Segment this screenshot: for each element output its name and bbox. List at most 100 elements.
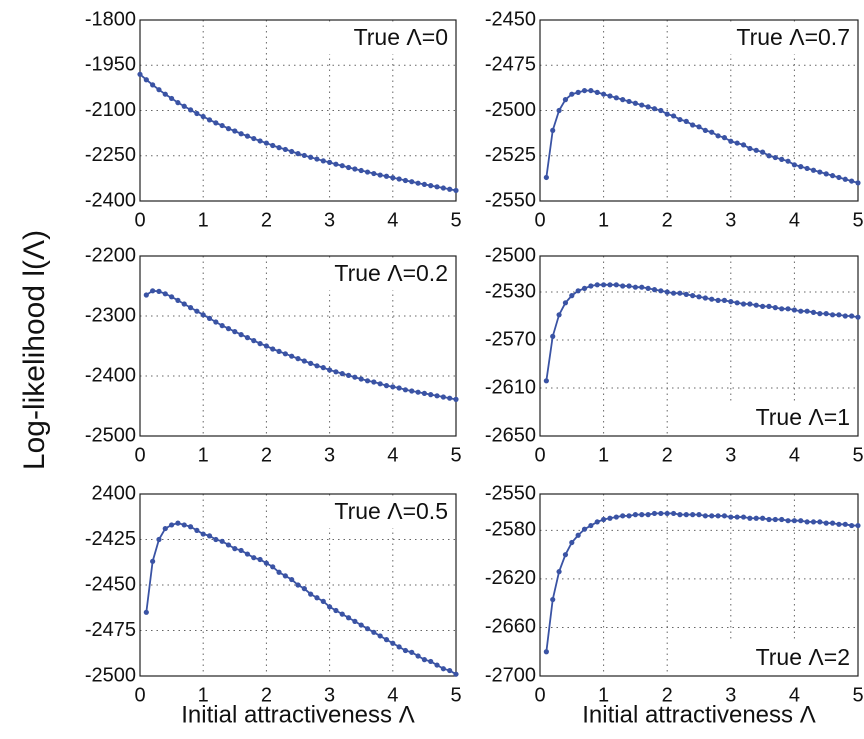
x-tick-label: 5 — [852, 209, 863, 231]
x-tick-label: 4 — [789, 209, 800, 231]
data-point — [434, 184, 440, 190]
y-tick-label: -2400 — [85, 189, 136, 211]
data-point — [270, 564, 276, 570]
data-point — [308, 360, 314, 366]
plot-frame — [139, 19, 457, 202]
data-point — [377, 633, 383, 639]
data-point — [156, 288, 162, 294]
annotation-box — [718, 642, 854, 674]
data-point — [849, 313, 855, 319]
data-point — [740, 514, 747, 520]
y-tick-label: -2300 — [85, 304, 136, 326]
data-point — [651, 106, 658, 112]
data-point — [244, 551, 251, 557]
data-point — [270, 346, 276, 352]
data-point — [421, 390, 427, 396]
data-point — [263, 343, 269, 349]
data-point — [244, 133, 251, 139]
data-point — [550, 333, 556, 339]
data-point — [402, 177, 409, 184]
y-tick-label: -2530 — [485, 280, 536, 302]
subplot: 0 1 2 3 4 5 -2500 -2475 -2450 -2425 2400 True Λ=0.5… — [85, 482, 462, 728]
data-point — [156, 536, 162, 543]
data-point — [143, 77, 149, 83]
data-point — [339, 371, 345, 377]
data-point — [651, 510, 658, 517]
data-point — [314, 363, 320, 369]
data-point — [753, 302, 759, 308]
data-point — [721, 513, 728, 519]
data-point — [607, 282, 613, 288]
data-point — [543, 649, 549, 655]
data-point — [263, 140, 269, 146]
data-point — [244, 335, 251, 341]
y-tick-label: -2450 — [485, 8, 536, 30]
data-point — [453, 396, 459, 402]
data-point — [352, 618, 358, 625]
data-point — [696, 124, 702, 130]
data-point — [753, 515, 759, 521]
x-tick-label: 2 — [662, 209, 673, 231]
data-point — [798, 518, 804, 524]
y-tick-label: -2400 — [85, 364, 136, 386]
data-point — [562, 300, 569, 306]
data-point — [550, 596, 556, 603]
annotation-box — [316, 496, 452, 528]
data-point — [810, 167, 817, 173]
data-point — [225, 126, 232, 132]
data-point — [415, 653, 421, 659]
y-axis-label: Log-likelihood l(Λ) — [18, 230, 51, 470]
data-point — [785, 158, 791, 164]
data-point — [364, 169, 371, 175]
subplot: 0 1 2 3 4 5 -2400 -2250 -2100 -1950 -1800 True Λ=0 — [85, 8, 462, 231]
data-point — [804, 308, 810, 314]
data-point — [696, 512, 702, 518]
data-point — [150, 288, 156, 294]
y-tick-label: -2550 — [485, 189, 536, 211]
data-point — [620, 513, 626, 519]
data-point — [766, 153, 772, 159]
y-tick-label: -2700 — [485, 664, 536, 686]
data-point — [371, 170, 377, 177]
data-point — [569, 293, 575, 299]
data-point — [213, 120, 219, 126]
x-tick-label: 1 — [198, 684, 209, 706]
data-point — [440, 185, 446, 191]
data-point — [791, 518, 798, 524]
data-point — [817, 169, 823, 175]
data-point — [556, 569, 562, 575]
data-point — [817, 311, 823, 317]
data-point — [664, 289, 670, 295]
x-tick-label: 0 — [134, 684, 145, 706]
data-point — [842, 521, 848, 527]
data-point — [683, 512, 689, 518]
x-axis-label: Initial attractiveness Λ — [582, 701, 815, 728]
data-point — [715, 133, 721, 139]
annotation: True Λ=0.5 — [334, 498, 448, 524]
data-point — [696, 294, 702, 300]
data-point — [301, 586, 307, 592]
data-point — [639, 512, 645, 518]
x-axis-label: Initial attractiveness Λ — [181, 701, 414, 728]
data-point — [779, 516, 785, 523]
data-point — [225, 542, 232, 548]
y-tick-label: -2100 — [85, 99, 136, 121]
data-point — [409, 649, 415, 655]
x-tick-label: 4 — [789, 444, 800, 466]
data-point — [333, 607, 339, 614]
data-point — [383, 637, 390, 643]
data-point — [779, 306, 785, 312]
data-point — [447, 395, 453, 401]
data-point — [251, 555, 257, 561]
data-point — [238, 332, 244, 338]
data-point — [143, 292, 149, 298]
x-tick-label: 5 — [852, 444, 863, 466]
data-point — [734, 514, 740, 520]
data-point — [760, 149, 766, 155]
data-point — [785, 518, 791, 524]
data-point — [162, 525, 168, 532]
y-tick-label: -2570 — [485, 328, 536, 350]
y-tick-label: -2620 — [485, 567, 536, 589]
data-point — [409, 179, 415, 185]
